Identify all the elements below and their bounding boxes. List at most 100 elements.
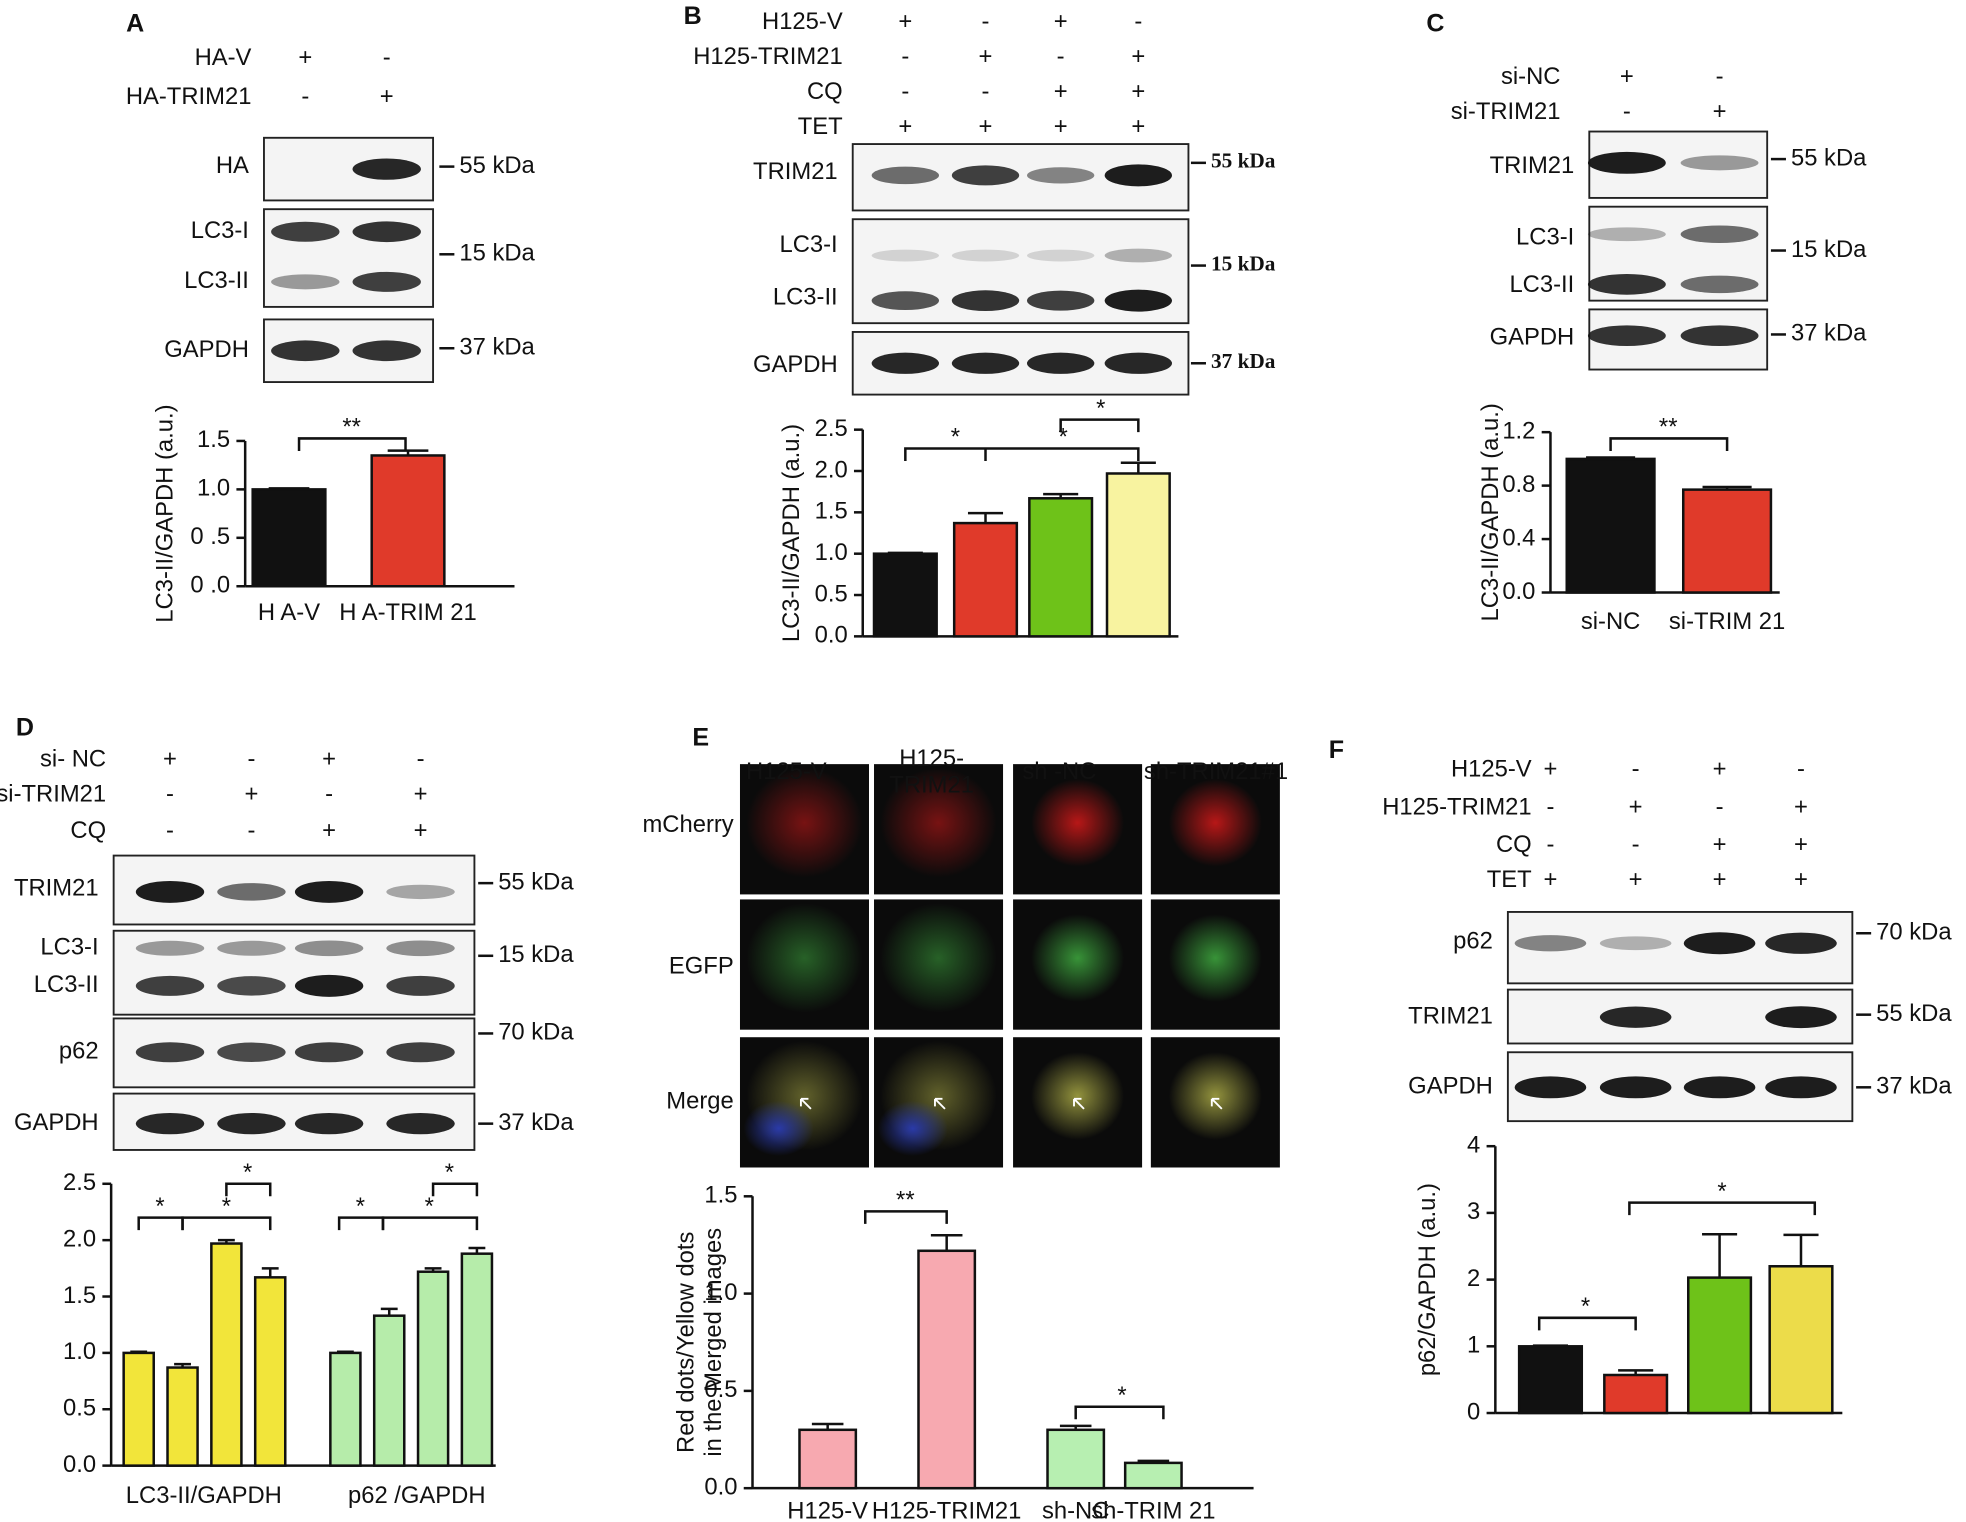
band [352,340,421,362]
protein-label: LC3-I [40,934,98,961]
y-tick-label: 0.5 [63,1395,96,1422]
protein-label: p62 [1453,927,1493,954]
treatment-sign: - [166,817,174,844]
treatment-label: si-TRIM21 [0,781,106,808]
cell-glow [1031,778,1125,867]
band [352,158,421,180]
treatment-sign: - [247,817,255,844]
row-label: mCherry [642,811,733,838]
cell-glow [1168,1052,1262,1140]
band [217,1042,286,1062]
band [871,291,940,311]
treatment-label: CQ [1496,831,1532,858]
treatment-sign: + [979,113,993,140]
protein-label: p62 [59,1038,99,1065]
cell-glow [1031,914,1125,1002]
protein-label: LC3-I [1516,223,1574,250]
treatment-sign: + [163,746,177,773]
y-axis-label: p62/GAPDH (a.u.) [1414,1183,1441,1376]
significance-label: * [1581,1293,1590,1320]
kda-label: 37 kDa [1791,320,1867,347]
significance-bracket [1059,418,1140,433]
treatment-sign: + [898,113,912,140]
bar [460,1252,494,1467]
significance-label: * [1059,424,1068,451]
treatment-sign: - [1057,43,1065,70]
treatment-sign: + [1054,113,1068,140]
significance-bracket [181,1216,272,1231]
significance-bracket [225,1182,272,1197]
band [1680,325,1759,347]
band [217,976,286,996]
kda-label: 37 kDa [498,1109,574,1136]
cell-glow [1168,914,1262,1002]
band [1599,1076,1672,1099]
protein-label: LC3-II [1509,271,1574,298]
treatment-sign: - [301,83,309,110]
significance-label: * [155,1193,164,1220]
kda-label: 55 kDa [1211,149,1276,173]
kda-label: 15 kDa [459,240,535,267]
significance-label: * [1117,1382,1126,1409]
band [386,1113,455,1135]
treatment-sign: - [383,44,391,71]
significance-bracket [1628,1201,1817,1216]
bar [798,1428,858,1490]
y-tick-label: 2.0 [63,1225,96,1252]
protein-label: LC3-I [779,231,837,258]
treatment-label: HA-V [195,44,252,71]
band [217,883,286,901]
panel-letter: E [692,724,709,752]
treatment-sign: + [1713,831,1727,858]
treatment-sign: - [247,746,255,773]
y-tick-label: 0.0 [63,1451,96,1478]
protein-label: TRIM21 [1490,152,1575,179]
band [871,352,940,374]
treatment-sign: + [380,83,394,110]
treatment-sign: + [979,43,993,70]
kda-label: 55 kDa [1876,1000,1952,1027]
band [135,975,205,996]
treatment-sign: + [1054,8,1068,35]
bar [1105,472,1171,638]
band [217,1113,286,1135]
y-tick-label: 1.0 [704,1279,737,1306]
protein-label: LC3-II [773,283,838,310]
y-tick-label: 1.0 [197,475,230,502]
treatment-sign: + [322,817,336,844]
bar [1123,1461,1183,1490]
protein-label: GAPDH [164,336,249,363]
y-tick-label: 0.8 [1502,471,1535,498]
kda-label: 55 kDa [498,868,574,895]
protein-label: LC3-II [184,267,249,294]
band [271,274,340,290]
band [294,880,364,903]
nucleus [743,1100,814,1156]
treatment-sign: - [1623,98,1631,125]
treatment-sign: - [901,78,909,105]
y-tick-label: 2.5 [815,415,848,442]
treatment-sign: + [1629,866,1643,893]
y-tick-label: 2.0 [815,456,848,483]
bar [253,1276,287,1467]
y-tick-label: 3 [1467,1198,1480,1225]
x-tick-label: sh-NC [1042,1497,1109,1522]
column-header: sh-TRIM21#1 [1144,758,1288,785]
band [294,940,364,957]
blot [112,929,476,1016]
y-tick-label: 0.0 [1502,578,1535,605]
significance-label: * [222,1193,231,1220]
treatment-label: H125-V [1451,756,1532,783]
x-tick-label: H125-V [787,1497,868,1522]
arrow [934,1097,946,1110]
y-axis-label: in the Merged images [700,1228,727,1457]
significance-bracket [1609,437,1729,451]
band [386,975,455,996]
band [1683,932,1756,955]
treatment-sign: - [1134,8,1142,35]
bar [370,454,446,588]
treatment-label: H125-V [762,8,843,35]
kda-label: 15 kDa [1791,236,1867,263]
band [1587,274,1666,295]
